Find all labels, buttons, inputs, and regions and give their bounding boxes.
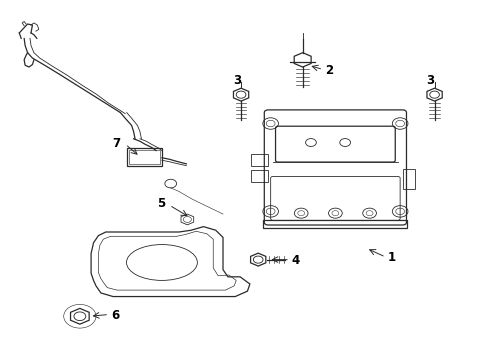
Bar — [251, 170, 268, 182]
Bar — [403, 169, 415, 189]
Text: 1: 1 — [388, 251, 396, 264]
Bar — [263, 220, 408, 228]
Text: 2: 2 — [325, 64, 333, 77]
Text: 3: 3 — [233, 74, 241, 87]
Text: 5: 5 — [157, 197, 165, 210]
Text: 4: 4 — [292, 254, 300, 267]
Text: 6: 6 — [111, 309, 120, 322]
Bar — [129, 150, 160, 164]
Text: 3: 3 — [427, 74, 435, 87]
Text: 7: 7 — [112, 136, 120, 149]
Bar — [127, 148, 162, 166]
Bar — [251, 154, 268, 166]
